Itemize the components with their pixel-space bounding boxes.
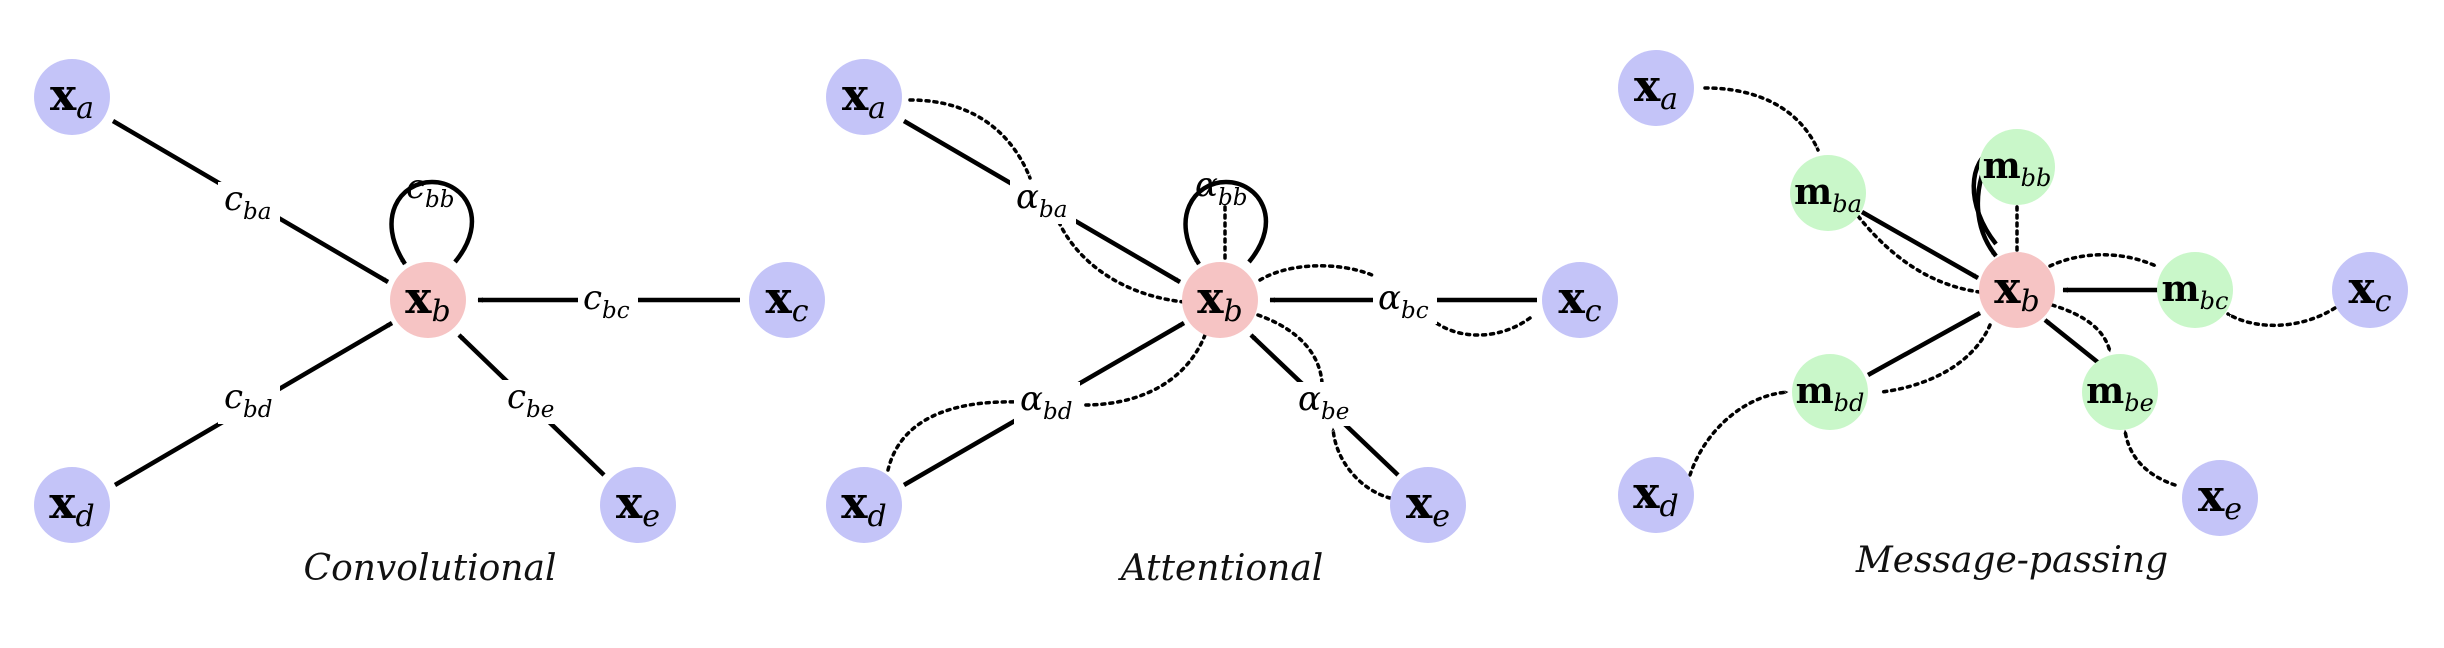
attention-a-to-alpha — [908, 98, 1032, 180]
node-x-c — [1542, 262, 1618, 338]
caption-message-passing: Message-passing — [1855, 540, 2168, 581]
svg-text:mbd: mbd — [1796, 370, 1865, 417]
message-d-to-m-bd — [1688, 390, 1790, 477]
svg-text:xd: xd — [49, 478, 94, 534]
node-m-be — [2082, 354, 2158, 430]
svg-text:xd: xd — [841, 478, 886, 534]
message-b-to-m-bd — [1880, 323, 1992, 394]
attention-c-to-alpha — [1433, 316, 1532, 337]
svg-text:xa: xa — [842, 70, 886, 126]
label-c-bc: cbc — [583, 278, 630, 324]
caption-convolutional: Convolutional — [304, 548, 557, 589]
label-alpha-bd: αbd — [1020, 379, 1072, 425]
node-m-bc — [2157, 252, 2233, 328]
node-x-c — [749, 262, 825, 338]
attention-b-to-alpha-be — [1256, 313, 1324, 385]
node-x-e — [1390, 467, 1466, 543]
caption-attentional: Attentional — [1118, 548, 1324, 589]
panel-attentional: αba αbb αbc αbd αbe xa xb xc xd xe Atten… — [826, 59, 1618, 589]
attention-b-to-alpha-bd — [1083, 333, 1207, 407]
label-alpha-bc: αbc — [1378, 278, 1429, 324]
label-alpha-be: αbe — [1298, 379, 1349, 425]
node-x-b — [1182, 262, 1258, 338]
edge-m-ba-b — [1860, 210, 1980, 280]
message-e-to-m-be — [2123, 428, 2177, 487]
svg-text:xb: xb — [405, 273, 450, 329]
node-x-a — [34, 59, 110, 135]
label-c-bb: cbb — [406, 167, 455, 213]
edge-self-loop-b — [1183, 179, 1269, 266]
svg-text:mbe: mbe — [2086, 370, 2154, 417]
label-alpha-ba: αba — [1016, 177, 1067, 223]
svg-text:xa: xa — [50, 70, 94, 126]
edge-m-be-b — [2043, 318, 2107, 370]
svg-text:xc: xc — [1558, 273, 1601, 329]
node-x-a — [1618, 50, 1694, 126]
svg-text:xe: xe — [616, 478, 660, 534]
panel-message-passing: xa xb xc xd xe mba mbb mbc mbd mbe Messa… — [1618, 50, 2408, 581]
node-x-d — [826, 467, 902, 543]
node-x-a — [826, 59, 902, 135]
node-x-d — [34, 467, 110, 543]
svg-text:xb: xb — [1197, 273, 1242, 329]
label-alpha-bb: αbb — [1195, 165, 1247, 211]
node-m-ba — [1790, 155, 1866, 231]
node-x-d — [1618, 457, 1694, 533]
message-b-to-m-ba — [1856, 214, 1982, 294]
edge-self-loop-b — [389, 179, 475, 266]
svg-text:xa: xa — [1634, 61, 1678, 117]
node-x-b — [390, 262, 466, 338]
node-x-b — [1979, 252, 2055, 328]
attention-e-to-alpha — [1331, 426, 1392, 500]
edge-m-bd-b — [1866, 311, 1982, 377]
svg-text:mba: mba — [1794, 171, 1862, 218]
svg-text:mbc: mbc — [2162, 268, 2229, 315]
svg-text:xc: xc — [2348, 263, 2391, 319]
node-m-bd — [1792, 354, 1868, 430]
node-m-bb — [1979, 129, 2055, 205]
svg-text:xc: xc — [765, 273, 808, 329]
attention-b-to-alpha-bc — [1258, 264, 1374, 282]
svg-text:xb: xb — [1994, 263, 2039, 319]
svg-text:xe: xe — [2198, 471, 2242, 527]
message-b-to-m-bc — [2048, 253, 2158, 268]
node-x-e — [600, 467, 676, 543]
label-c-ba: cba — [224, 179, 271, 225]
panel-convolutional: cba cbb cbc cbd cbe xa xb xc xd xe Convo… — [34, 59, 825, 589]
svg-text:mbb: mbb — [1983, 145, 2052, 192]
label-c-be: cbe — [507, 377, 554, 423]
message-c-to-m-bc — [2226, 306, 2337, 328]
node-x-e — [2182, 460, 2258, 536]
attention-b-to-alpha-ba — [1055, 216, 1186, 304]
label-c-bd: cbd — [224, 377, 273, 423]
svg-text:xd: xd — [1633, 468, 1678, 524]
message-a-to-m-ba — [1703, 86, 1820, 152]
message-b-to-m-be — [2050, 303, 2112, 354]
svg-text:xe: xe — [1406, 478, 1450, 534]
node-x-c — [2332, 252, 2408, 328]
attention-d-to-alpha — [886, 399, 1020, 472]
